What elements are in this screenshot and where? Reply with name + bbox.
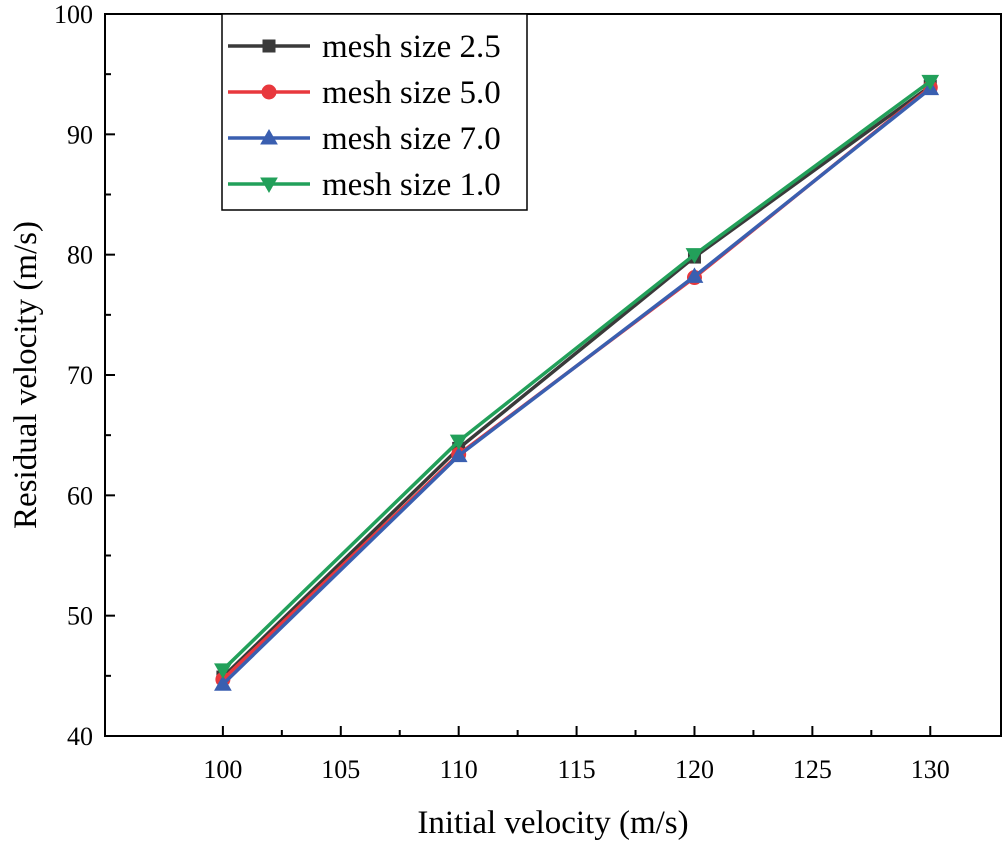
- y-tick-label: 40: [67, 722, 93, 751]
- series-3: [214, 79, 940, 691]
- legend-marker: [260, 128, 278, 145]
- x-tick-label: 115: [558, 755, 596, 784]
- y-tick-label: 100: [54, 0, 93, 29]
- legend-label: mesh size 7.0: [322, 121, 501, 157]
- legend-marker: [262, 39, 276, 53]
- y-tick-label: 70: [67, 361, 93, 390]
- data-point: [921, 74, 940, 91]
- plot-frame: [104, 13, 1002, 737]
- legend-label: mesh size 1.0: [322, 167, 501, 203]
- legend-item: mesh size 5.0: [228, 75, 501, 111]
- y-tick-label: 80: [67, 241, 93, 270]
- x-tick-label: 100: [203, 755, 242, 784]
- legend-item: mesh size 2.5: [228, 29, 501, 65]
- legend: mesh size 2.5 mesh size 5.0 mesh size 7.0 m…: [221, 13, 528, 211]
- legend-label: mesh size 5.0: [322, 75, 501, 111]
- x-tick-label: 110: [440, 755, 478, 784]
- series-line: [221, 87, 932, 686]
- x-tick-label: 125: [793, 755, 832, 784]
- y-tick-label: 60: [67, 481, 93, 510]
- series-line: [221, 79, 932, 672]
- data-point: [685, 248, 704, 264]
- series-line: [221, 84, 932, 679]
- y-tick-label: 90: [67, 120, 93, 149]
- data-point: [449, 434, 468, 451]
- data-point: [449, 446, 468, 463]
- legend-label: mesh size 2.5: [322, 29, 501, 65]
- legend-marker: [260, 177, 278, 194]
- y-tick-label: 50: [67, 602, 93, 631]
- data-point: [214, 663, 232, 679]
- legend-item: mesh size 1.0: [228, 167, 501, 203]
- x-axis-title: Initial velocity (m/s): [417, 805, 688, 841]
- x-tick-label: 130: [911, 755, 950, 784]
- x-tick-label: 105: [321, 755, 360, 784]
- y-axis-title: Residual velocity (m/s): [8, 221, 44, 529]
- x-tick-label: 120: [675, 755, 714, 784]
- legend-item: mesh size 7.0: [228, 121, 501, 157]
- data-point: [214, 675, 232, 691]
- data-point: [685, 267, 704, 283]
- legend-marker: [261, 84, 277, 100]
- series-4: [214, 74, 940, 679]
